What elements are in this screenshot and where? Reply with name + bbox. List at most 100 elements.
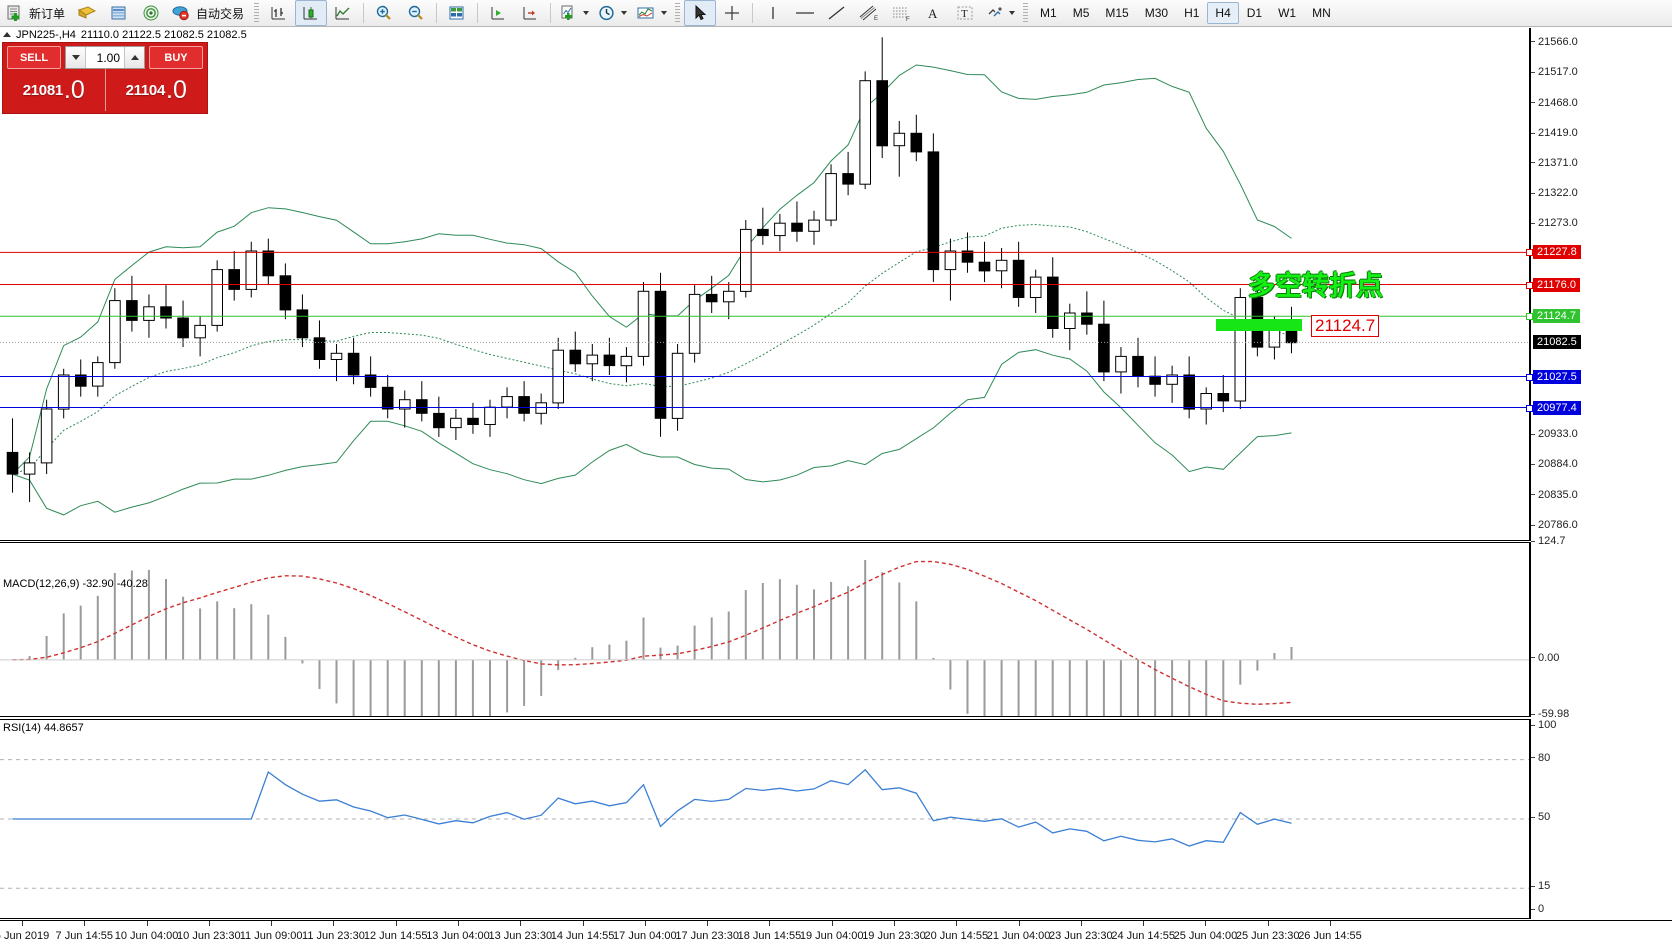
rsi-axis[interactable]: 100 80 50 15 0 (1529, 719, 1672, 919)
timeframe-m5[interactable]: M5 (1072, 6, 1090, 20)
collapse-icon[interactable] (3, 32, 11, 37)
bar-chart-button[interactable] (263, 0, 295, 26)
main-price-chart[interactable] (0, 28, 1529, 541)
time-label: 7 Jun 14:55 (55, 930, 114, 942)
time-tick (84, 921, 86, 926)
indicators-caret-icon[interactable] (583, 11, 590, 15)
timeframe-w1[interactable]: W1 (1278, 6, 1297, 20)
time-label: 11 Jun 09:00 (239, 930, 303, 942)
vline-button[interactable] (757, 0, 789, 26)
periods-caret-icon[interactable] (621, 11, 628, 15)
price-level-tag-resistance[interactable]: 21176.0 (1533, 277, 1580, 292)
line-chart-icon (335, 7, 350, 20)
price-tick: 21566.0 (1531, 36, 1578, 48)
objects-button[interactable] (981, 0, 1019, 26)
buy-button[interactable]: BUY (149, 46, 203, 69)
one-click-trading-panel[interactable]: SELL 1.00 BUY 21081 .0 21104 .0 (2, 42, 208, 114)
trendline-button[interactable] (821, 0, 853, 26)
level-drag-handle[interactable] (1526, 249, 1533, 257)
time-label: 10 Jun 04:00 (114, 930, 179, 942)
buy-price-integer: 21104 (125, 81, 166, 99)
price-axis[interactable]: 21566.0 21517.0 21468.0 21419.0 21371.0 21322… (1526, 28, 1672, 541)
volume-increase-button[interactable] (124, 47, 144, 68)
price-tick: 20835.0 (1531, 489, 1578, 501)
chevron-up-icon (130, 55, 139, 60)
time-axis[interactable]: 6 Jun 2019 7 Jun 14:55 10 Jun 04:00 10 Jun … (0, 920, 1672, 947)
new-order-button[interactable]: 新订单 (2, 0, 71, 26)
timeframe-h4[interactable]: H4 (1207, 2, 1239, 24)
line-chart-button[interactable] (327, 0, 359, 26)
time-tick (1080, 921, 1082, 926)
price-level-tag-pivot[interactable]: 21124.7 (1533, 309, 1580, 324)
indicators-button[interactable] (555, 0, 593, 26)
toolbar-separator (363, 3, 365, 23)
buy-price[interactable]: 21104 .0 (106, 69, 208, 111)
objects-caret-icon[interactable] (1009, 11, 1016, 15)
equidistant-channel-button[interactable]: E (853, 0, 885, 26)
macd-axis[interactable]: 124.7 0.00 -59.98 (1529, 535, 1672, 720)
hline-icon (796, 12, 815, 14)
candlestick-chart-button[interactable] (295, 0, 328, 26)
macd-tick: -59.98 (1531, 708, 1569, 720)
sell-price-integer: 21081 (22, 81, 64, 99)
timeframe-m30[interactable]: M30 (1144, 6, 1169, 20)
timeframe-m1[interactable]: M1 (1040, 6, 1057, 20)
volume-stepper[interactable]: 1.00 (65, 46, 145, 69)
toolbar-grip[interactable] (254, 3, 260, 23)
zoom-in-button[interactable] (368, 0, 400, 26)
highlight-bar[interactable] (1216, 319, 1302, 331)
time-tick (582, 921, 584, 926)
chart-annotation-text[interactable]: 多空转折点 (1248, 271, 1383, 302)
shift-end-button[interactable] (514, 0, 546, 26)
level-drag-handle[interactable] (1526, 404, 1533, 412)
price-level-tag-resistance[interactable]: 21227.8 (1533, 245, 1581, 260)
timeframe-h1[interactable]: H1 (1184, 6, 1200, 20)
sell-button[interactable]: SELL (7, 46, 61, 69)
price-level-tag-support[interactable]: 21027.5 (1533, 369, 1581, 384)
vline-icon (772, 7, 774, 19)
price-level-tag-last-price[interactable]: 21082.5 (1533, 335, 1581, 350)
templates-button[interactable] (631, 0, 671, 26)
volume-value[interactable]: 1.00 (96, 50, 120, 65)
toolbar-grip-3[interactable] (1023, 3, 1029, 23)
macd-indicator-pane[interactable] (0, 542, 1529, 717)
price-tick: 21468.0 (1531, 97, 1578, 109)
timeframe-d1[interactable]: D1 (1246, 6, 1263, 20)
profile-button[interactable] (71, 0, 103, 26)
fibonacci-icon: F (893, 7, 910, 22)
trendline-icon (828, 6, 845, 20)
toolbar-grip-2[interactable] (675, 3, 681, 23)
time-tick (22, 921, 23, 926)
grid-button[interactable] (441, 0, 473, 26)
price-level-tag-support[interactable]: 20977.4 (1533, 400, 1581, 415)
time-label: 24 Jun 14:55 (1111, 930, 1175, 942)
timeframe-mn[interactable]: MN (1312, 6, 1331, 20)
text-button[interactable]: A (917, 0, 949, 26)
fibonacci-button[interactable]: F (885, 0, 917, 26)
level-drag-handle[interactable] (1526, 281, 1533, 289)
crosshair-button[interactable] (716, 0, 748, 26)
grid-icon (449, 6, 464, 20)
text-label-button[interactable]: T (949, 0, 981, 26)
level-drag-handle[interactable] (1526, 313, 1533, 321)
rsi-indicator-pane[interactable] (0, 719, 1529, 919)
periods-button[interactable] (593, 0, 631, 26)
shift-start-button[interactable] (482, 0, 514, 26)
timeframe-m15[interactable]: M15 (1105, 6, 1129, 20)
zoom-out-button[interactable] (400, 0, 432, 26)
zoom-out-icon (408, 5, 423, 20)
autotrading-icon (172, 6, 189, 21)
hline-button[interactable] (789, 0, 821, 26)
templates-caret-icon[interactable] (661, 11, 668, 15)
signals-button[interactable] (135, 0, 167, 26)
annotation-price-label[interactable]: 21124.7 (1311, 315, 1380, 337)
volume-decrease-button[interactable] (66, 47, 86, 68)
autotrading-button[interactable]: 自动交易 (167, 0, 250, 26)
level-drag-handle[interactable] (1526, 373, 1533, 381)
cursor-button[interactable] (684, 0, 717, 26)
objects-icon (988, 7, 1002, 17)
sell-price[interactable]: 21081 .0 (3, 69, 106, 111)
data-window-button[interactable] (103, 0, 135, 26)
time-tick (271, 921, 273, 926)
rsi-tick: 0 (1531, 903, 1544, 915)
